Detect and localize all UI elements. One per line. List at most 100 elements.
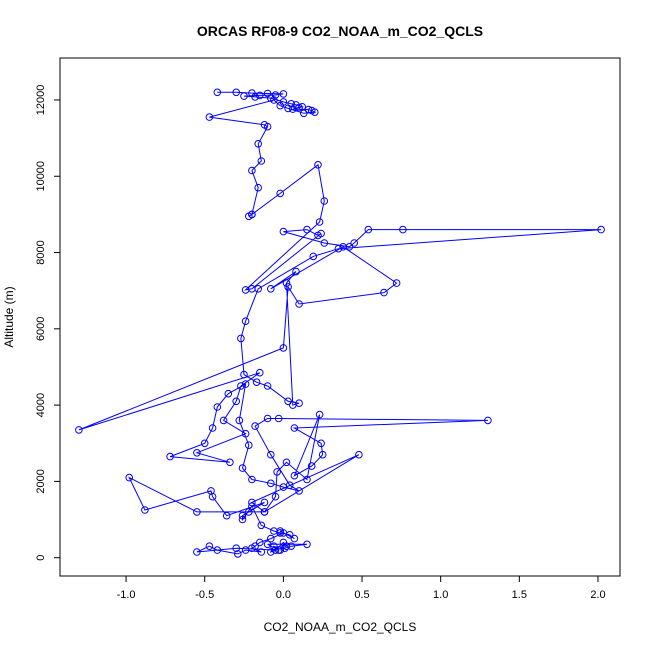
data-point <box>290 471 299 480</box>
data-point <box>208 424 217 432</box>
data-point <box>248 498 256 507</box>
data-point <box>238 515 247 524</box>
data-point <box>355 450 363 459</box>
data-point <box>240 92 248 100</box>
data-point <box>318 450 327 459</box>
data-point <box>339 243 347 251</box>
data-point <box>254 183 263 192</box>
data-point <box>257 157 266 165</box>
data-point <box>248 502 256 511</box>
x-tick-label: 1.5 <box>512 589 527 601</box>
data-point <box>257 521 266 530</box>
data-point <box>234 550 242 558</box>
x-tick-label: 0.5 <box>354 589 369 601</box>
y-tick-label: 10000 <box>35 161 47 192</box>
data-point <box>271 546 280 554</box>
x-tick-label: 1.0 <box>433 589 448 601</box>
data-point <box>314 231 322 240</box>
data-point <box>303 540 311 549</box>
data-point <box>311 108 319 116</box>
data-point <box>263 540 272 549</box>
data-point <box>276 189 285 198</box>
data-point <box>276 101 285 110</box>
y-tick-label: 6000 <box>35 317 47 341</box>
data-point <box>290 534 299 543</box>
data-point <box>267 450 275 459</box>
data-point <box>267 479 275 488</box>
data-point <box>241 317 250 326</box>
data-point <box>232 397 240 406</box>
x-tick-label: -0.5 <box>195 589 214 601</box>
data-point <box>238 511 247 520</box>
data-point <box>222 511 231 520</box>
data-point <box>284 104 292 113</box>
data-point <box>284 283 292 291</box>
data-point <box>290 424 299 432</box>
data-point <box>300 109 308 118</box>
data-point <box>273 468 281 476</box>
x-tick-label: -1.0 <box>117 589 136 601</box>
data-point <box>193 449 201 457</box>
data-point <box>200 439 209 448</box>
data-point <box>289 401 297 409</box>
data-point <box>141 506 149 514</box>
data-point <box>279 227 288 236</box>
data-point <box>279 529 288 537</box>
data-point <box>260 508 269 516</box>
data-point <box>245 441 253 450</box>
data-point <box>263 414 272 423</box>
plot-frame <box>59 57 621 577</box>
data-point <box>282 458 291 467</box>
data-point <box>303 225 311 234</box>
data-point <box>224 389 233 398</box>
data-point <box>232 88 240 97</box>
chart-title: ORCAS RF08-9 CO2_NOAA_m_CO2_QCLS <box>197 23 483 39</box>
data-point <box>226 458 234 467</box>
data-point <box>309 252 318 261</box>
data-point <box>205 113 214 121</box>
data-point <box>251 93 259 101</box>
data-point <box>125 473 133 482</box>
x-axis: -1.0 -0.5 0.0 0.5 1.0 1.5 2.0 <box>117 575 606 601</box>
data-point <box>213 88 222 97</box>
data-point <box>274 414 283 423</box>
data-point <box>279 90 288 98</box>
data-point <box>392 279 401 287</box>
data-point <box>295 300 303 308</box>
data-point <box>315 218 324 226</box>
data-point <box>267 548 275 556</box>
data-point <box>241 380 250 388</box>
data-point <box>238 464 247 472</box>
y-tick-label: 2000 <box>35 469 47 493</box>
data-point <box>267 534 275 543</box>
y-tick-label: 8000 <box>35 240 47 264</box>
series-line <box>78 91 602 555</box>
data-point <box>295 487 303 495</box>
data-point <box>364 225 373 234</box>
y-tick-label: 4000 <box>35 393 47 417</box>
data-point <box>314 161 322 169</box>
data-point <box>303 475 311 484</box>
data-point <box>208 492 217 501</box>
data-point <box>219 416 228 425</box>
data-point <box>193 548 201 556</box>
data-point <box>282 542 291 551</box>
series-layer <box>75 88 605 558</box>
data-point <box>256 538 264 547</box>
data-point <box>334 244 343 253</box>
data-point <box>254 285 263 293</box>
data-point <box>350 239 359 247</box>
data-point <box>484 416 492 425</box>
data-point <box>205 542 214 551</box>
data-point <box>270 96 278 104</box>
data-point <box>245 508 253 516</box>
data-point <box>213 403 222 411</box>
data-point <box>257 548 266 556</box>
data-point <box>285 481 294 490</box>
data-point <box>75 426 83 434</box>
data-point <box>166 452 174 461</box>
data-point <box>240 370 248 379</box>
data-point <box>252 378 261 387</box>
x-tick-label: 2.0 <box>590 589 605 601</box>
